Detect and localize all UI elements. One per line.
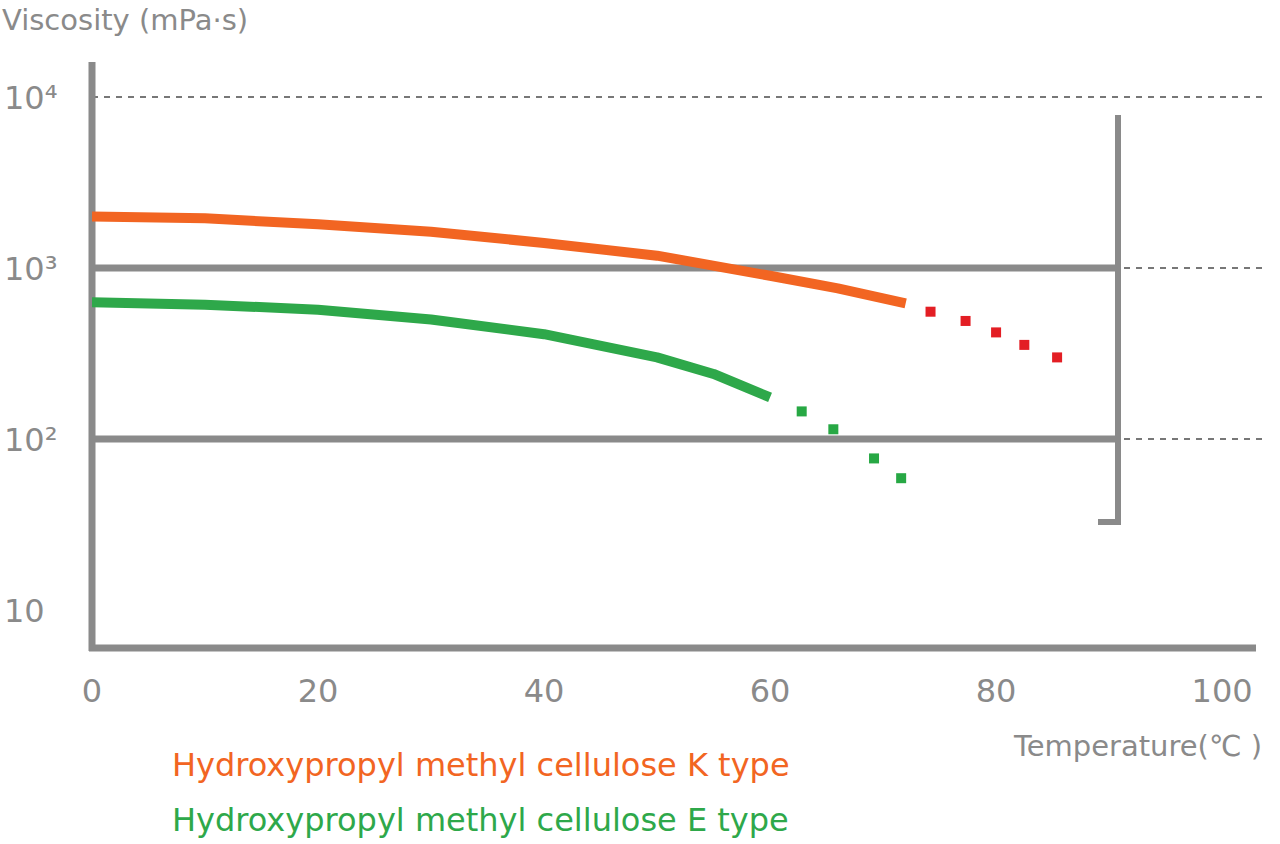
x-tick-label: 20 [298,672,339,710]
grid-band [92,436,1118,443]
bracket [1115,115,1121,522]
grid-line [92,96,1262,98]
series-line [92,302,770,397]
point [961,316,971,326]
y-tick-label: 10³ [4,250,58,288]
x-tick-label: 100 [1192,672,1253,710]
y-axis-label: Viscosity (mPa·s) [2,3,248,37]
point [926,307,936,317]
grid-line [1124,438,1262,440]
point [797,406,807,416]
point [1052,352,1062,362]
x-tick-label: 80 [976,672,1017,710]
point [896,473,906,483]
legend-entry: Hydroxypropyl methyl cellulose E type [172,801,789,839]
x-axis-label: Temperature(℃ ) [1013,729,1262,763]
y-tick-label: 10² [4,421,58,459]
grid-line [1124,267,1262,269]
point [991,327,1001,337]
x-tick-label: 40 [524,672,565,710]
series-line [92,216,906,303]
y-tick-label: 10⁴ [4,79,58,117]
bracket-foot [1098,519,1121,525]
x-tick-label: 60 [750,672,791,710]
chart: 10 10² 10³ 10⁴ 0 20 40 60 80 100 Viscosity (mPa·s)… [0,0,1280,844]
plot-area [92,216,1062,483]
legend-entry: Hydroxypropyl methyl cellulose K type [172,746,790,784]
x-axis [89,645,1256,652]
point [828,424,838,434]
point [869,453,879,463]
y-axis [89,62,96,651]
x-tick-label: 0 [82,672,102,710]
grid-band [92,264,1118,271]
point [1019,340,1029,350]
y-tick-label: 10 [4,592,45,630]
